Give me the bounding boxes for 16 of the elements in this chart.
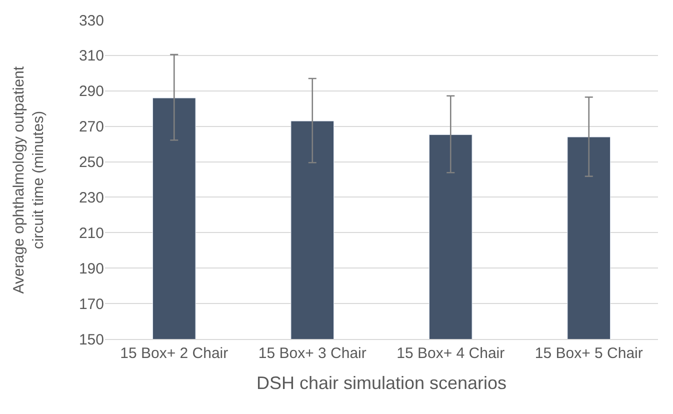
x-tick-label: 15 Box+ 5 Chair bbox=[534, 345, 643, 362]
y-tick-label: 270 bbox=[78, 118, 104, 136]
y-axis-title: Average ophthalmology outpatient circuit time (minutes) bbox=[10, 65, 48, 294]
y-tick-label: 190 bbox=[78, 260, 104, 278]
y-tick-label: 330 bbox=[78, 12, 104, 30]
x-tick-label: 15 Box+ 3 Chair bbox=[258, 345, 366, 362]
y-tick-label: 230 bbox=[78, 189, 104, 206]
y-tick-label: 310 bbox=[78, 48, 104, 65]
y-tick-label: 150 bbox=[78, 331, 104, 348]
y-tick-label: 210 bbox=[78, 224, 104, 242]
x-axis-title: DSH chair simulation scenarios bbox=[256, 373, 507, 394]
y-tick-label: 290 bbox=[78, 83, 104, 100]
y-tick-label: 250 bbox=[78, 154, 104, 172]
y-tick-label: 170 bbox=[78, 296, 104, 313]
x-tick-label: 15 Box+ 4 Chair bbox=[396, 345, 505, 362]
x-tick-label: 15 Box+ 2 Chair bbox=[120, 345, 228, 362]
